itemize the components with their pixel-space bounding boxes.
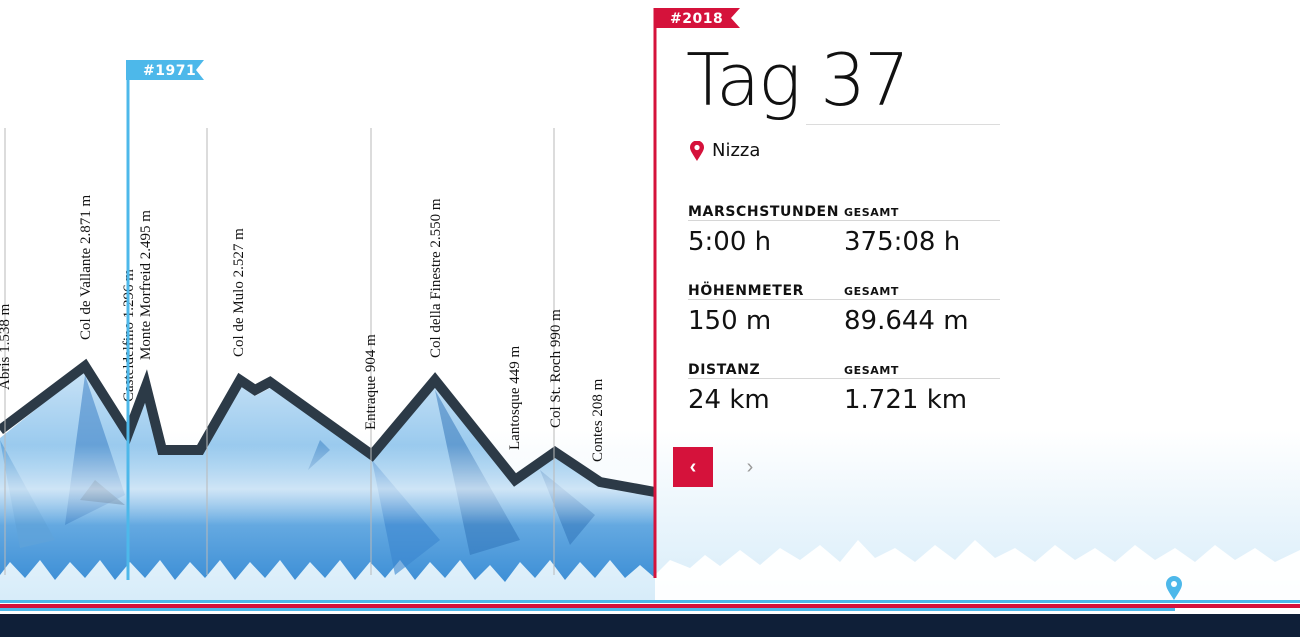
map-pin-icon[interactable] [1166, 576, 1182, 600]
stat-total: 375:08 h [844, 227, 961, 257]
peak-label: Entraque 904 m [363, 334, 379, 430]
year-flag [126, 60, 204, 80]
peak-label: Lantosque 449 m [507, 346, 523, 450]
stats: MARSCHSTUNDEN GESAMT 5:00 h 375:08 h HÖH… [688, 198, 1000, 435]
year-flag-label: #2018 [670, 11, 723, 27]
stat-value: 150 m [688, 306, 772, 336]
stat-total-label: GESAMT [844, 206, 900, 219]
stat-elevation-gain: HÖHENMETER GESAMT 150 m 89.644 m [688, 277, 1000, 356]
next-day-button[interactable]: › [736, 452, 764, 482]
timeline-track-2018 [0, 604, 1300, 608]
stat-distance: DISTANZ GESAMT 24 km 1.721 km [688, 356, 1000, 435]
stat-label: MARSCHSTUNDEN [688, 204, 840, 220]
stat-label: HÖHENMETER [688, 283, 805, 299]
year-marker-1971[interactable]: #1971 [126, 60, 204, 580]
stat-marching-hours: MARSCHSTUNDEN GESAMT 5:00 h 375:08 h [688, 198, 1000, 277]
map-pin-icon [690, 140, 704, 161]
location-name: Nizza [712, 140, 761, 161]
stat-label: DISTANZ [688, 362, 761, 378]
elevation-ridge [0, 358, 656, 497]
future-mountains [655, 540, 1300, 600]
timeline-track-1971 [0, 600, 1300, 603]
stat-value: 24 km [688, 385, 770, 415]
peak-label: Col St. Roch 990 m [548, 309, 564, 428]
footer-bar [0, 614, 1300, 637]
peak-label: Col de Vallante 2.871 m [78, 195, 94, 340]
peak-label: Col della Finestre 2.550 m [428, 198, 444, 358]
stat-total-label: GESAMT [844, 364, 900, 377]
timeline-progress [0, 608, 1175, 611]
stat-total: 1.721 km [844, 385, 968, 415]
location: Nizza [690, 140, 760, 161]
stat-total: 89.644 m [844, 306, 969, 336]
stat-value: 5:00 h [688, 227, 772, 257]
stat-total-label: GESAMT [844, 285, 900, 298]
day-title: Tag 37 [686, 38, 910, 122]
peak-label: Monte Morfreid 2.495 m [138, 210, 154, 360]
year-marker-2018[interactable]: #2018 [653, 8, 740, 578]
previous-day-button[interactable]: ‹ [673, 447, 713, 487]
day-panel: Tag 37 Nizza MARSCHSTUNDEN GESAMT 5:00 h… [686, 38, 1000, 415]
peak-label: Contes 208 m [590, 378, 606, 462]
peak-label: Col de Mulo 2.527 m [231, 228, 247, 357]
year-flag-label: #1971 [143, 63, 196, 79]
peak-label: Abris 1.538 m [0, 303, 13, 390]
year-flag [654, 8, 740, 28]
title-divider [806, 124, 1000, 125]
